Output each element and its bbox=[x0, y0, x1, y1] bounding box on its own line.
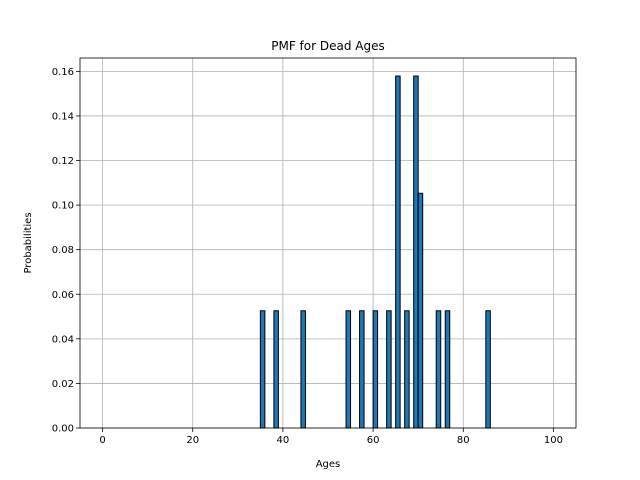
bar-13 bbox=[485, 310, 491, 429]
y-tick-label-1: 0.02 bbox=[52, 379, 74, 390]
x-tick-label-4: 80 bbox=[457, 435, 470, 446]
bar-0 bbox=[259, 310, 266, 429]
bar-11 bbox=[435, 310, 442, 429]
y-tick-label-5: 0.10 bbox=[52, 201, 74, 212]
bar-10 bbox=[417, 192, 424, 429]
y-tick-label-7: 0.14 bbox=[52, 111, 74, 122]
x-tick-label-0: 0 bbox=[99, 435, 105, 446]
x-tick-label-2: 40 bbox=[277, 435, 290, 446]
y-tick-label-4: 0.08 bbox=[52, 245, 74, 256]
bar-4 bbox=[359, 310, 365, 429]
x-tick-label-1: 20 bbox=[186, 435, 199, 446]
x-tick-label-3: 60 bbox=[367, 435, 380, 446]
y-axis-label: Probabilities bbox=[23, 212, 34, 273]
bar-1 bbox=[273, 310, 279, 429]
x-tick-label-5: 100 bbox=[544, 435, 563, 446]
bar-6 bbox=[386, 310, 392, 429]
y-tick-label-6: 0.12 bbox=[52, 156, 74, 167]
bar-5 bbox=[372, 310, 379, 429]
bar-2 bbox=[300, 310, 306, 429]
y-tick-label-2: 0.04 bbox=[52, 334, 74, 345]
plot-frame bbox=[79, 57, 577, 429]
axis-ticks: 0 20 40 60 80 100 0.00 0.02 0.04 0.06 0.08 0.10 0.12… bbox=[52, 67, 563, 446]
chart-title: PMF for Dead Ages bbox=[271, 39, 385, 53]
bars bbox=[259, 75, 491, 429]
y-tick-label-0: 0.00 bbox=[52, 424, 74, 435]
bar-3 bbox=[345, 310, 352, 429]
bar-7 bbox=[395, 75, 401, 429]
y-tick-label-8: 0.16 bbox=[52, 67, 74, 78]
y-tick-label-3: 0.06 bbox=[52, 290, 74, 301]
x-axis-label: Ages bbox=[316, 459, 341, 470]
bar-9 bbox=[413, 75, 419, 429]
grid-lines bbox=[80, 58, 576, 429]
bar-8 bbox=[404, 310, 410, 429]
bar-12 bbox=[444, 310, 451, 429]
